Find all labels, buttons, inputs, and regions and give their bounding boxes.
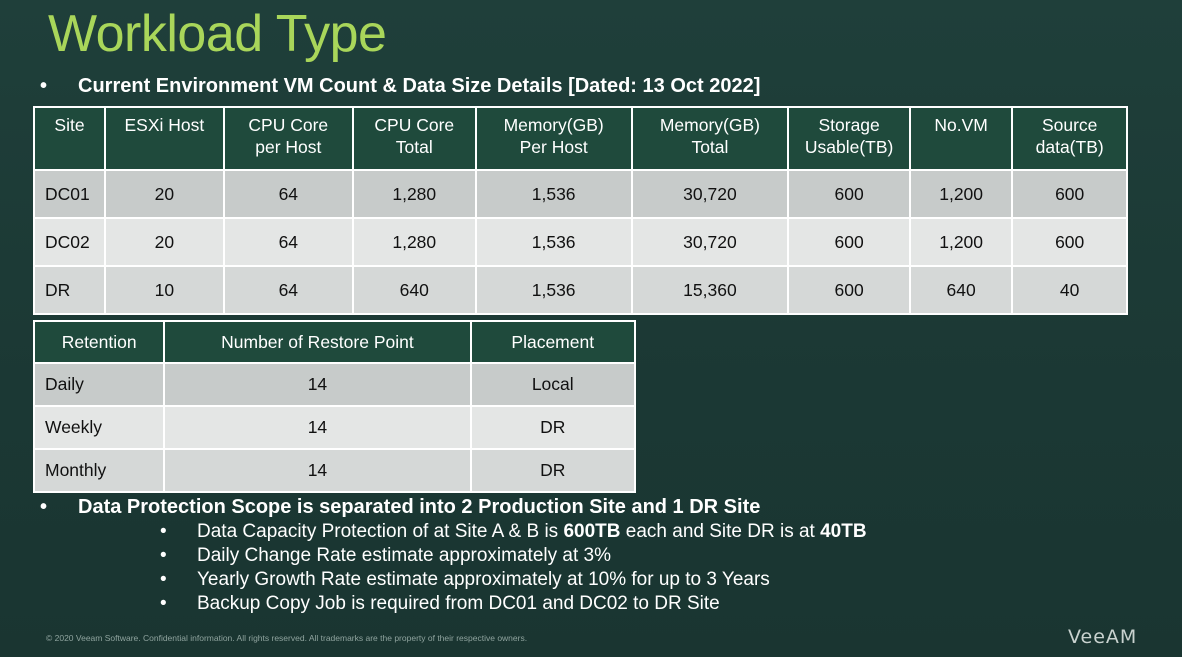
table-cell: 20: [103, 217, 225, 267]
table-cell: 64: [222, 217, 354, 267]
table-header-row: Retention Number of Restore Point Placemen…: [32, 320, 637, 364]
table-cell: 10: [103, 265, 225, 315]
table-cell: 64: [222, 265, 354, 315]
table-cell: 640: [908, 265, 1014, 315]
slide-title: Workload Type: [48, 5, 387, 63]
table-cell: 20: [103, 169, 225, 219]
table-cell: 600: [1011, 169, 1128, 219]
dr-capacity-value: 40TB: [820, 521, 867, 542]
table-row: DC02 20 64 1,280 1,536 30,720 600 1,200 600: [33, 217, 1128, 267]
list-item: • Daily Change Rate estimate approximatel…: [160, 544, 867, 568]
table-cell: 640: [351, 265, 477, 315]
table-cell: 1,200: [908, 217, 1014, 267]
table-cell: 15,360: [630, 265, 790, 315]
table-cell: DR: [469, 405, 637, 450]
bullet: •: [160, 545, 167, 566]
bullet: •: [160, 593, 167, 614]
scope-heading-text: Data Protection Scope is separated into …: [78, 496, 761, 518]
bullet: •: [40, 75, 48, 97]
column-header-line: Per Host: [519, 137, 588, 157]
column-header-line: ESXi Host: [124, 115, 205, 135]
environment-table: Site ESXi Host CPU Core per Host CPU Core Tot…: [33, 106, 1128, 315]
column-header-line: Total: [395, 137, 433, 157]
column-header-line: per Host: [255, 137, 322, 157]
table-cell: 1,280: [351, 169, 477, 219]
column-header-line: No.VM: [934, 115, 988, 135]
column-header-line: Site: [54, 115, 85, 135]
table-row: Monthly 14 DR: [32, 448, 637, 493]
column-header: Memory(GB) Per Host: [474, 106, 633, 171]
column-header: Source data(TB): [1011, 106, 1128, 171]
table-row: Daily 14 Local: [32, 362, 637, 407]
column-header-line: Memory(GB): [503, 115, 604, 135]
column-header-line: Source: [1041, 115, 1098, 135]
table-cell: 14: [163, 405, 472, 450]
table-cell: 1,200: [908, 169, 1014, 219]
table-cell: 14: [163, 362, 472, 407]
scope-heading: • Data Protection Scope is separated into…: [40, 496, 760, 519]
table-cell: 30,720: [630, 217, 790, 267]
table-cell: DR: [33, 265, 106, 315]
copyright-footer: © 2020 Veeam Software. Confidential info…: [46, 633, 528, 643]
column-header-line: Usable(TB): [804, 137, 894, 157]
table-cell: 1,536: [474, 265, 633, 315]
table-cell: 600: [787, 169, 911, 219]
table-cell: 1,536: [474, 217, 633, 267]
table-cell: DR: [469, 448, 637, 493]
list-item-text: Data Capacity Protection of at Site A & …: [197, 521, 564, 542]
environment-heading: • Current Environment VM Count & Data Siz…: [40, 75, 760, 98]
table-row: DC01 20 64 1,280 1,536 30,720 600 1,200 600: [33, 169, 1128, 219]
retention-table: Retention Number of Restore Point Placemen…: [32, 320, 637, 493]
bullet: •: [160, 569, 167, 590]
table-row: DR 10 64 640 1,536 15,360 600 640 40: [33, 265, 1128, 315]
column-header: Placement: [469, 320, 637, 364]
capacity-value: 600TB: [563, 521, 621, 542]
list-item-text: Yearly Growth Rate estimate approximatel…: [197, 569, 770, 590]
veeam-logo: VeeAM: [1068, 626, 1138, 648]
column-header: ESXi Host: [103, 106, 225, 171]
table-cell: 1,280: [351, 217, 477, 267]
list-item-text: Backup Copy Job is required from DC01 an…: [197, 593, 720, 614]
column-header-line: Memory(GB): [659, 115, 760, 135]
list-item-text: Daily Change Rate estimate approximately…: [197, 545, 611, 566]
list-item: • Data Capacity Protection of at Site A &…: [160, 520, 867, 544]
scope-list: • Data Capacity Protection of at Site A &…: [160, 520, 867, 616]
table-cell: DC01: [33, 169, 106, 219]
table-cell: 600: [787, 217, 911, 267]
table-cell: 14: [163, 448, 472, 493]
column-header: CPU Core Total: [351, 106, 477, 171]
table-cell: 600: [787, 265, 911, 315]
column-header: CPU Core per Host: [222, 106, 354, 171]
column-header-line: Storage: [818, 115, 880, 135]
list-item-text: each and Site DR is at: [620, 521, 821, 542]
list-item: • Yearly Growth Rate estimate approximate…: [160, 568, 867, 592]
table-cell: 64: [222, 169, 354, 219]
table-cell: 600: [1011, 217, 1128, 267]
column-header-line: CPU Core: [248, 115, 329, 135]
column-header: No.VM: [908, 106, 1014, 171]
column-header-line: data(TB): [1035, 137, 1104, 157]
table-cell: 40: [1011, 265, 1128, 315]
column-header: Memory(GB) Total: [630, 106, 790, 171]
column-header: Storage Usable(TB): [787, 106, 911, 171]
list-item: • Backup Copy Job is required from DC01 a…: [160, 592, 867, 616]
column-header: Site: [33, 106, 106, 171]
table-cell: Monthly: [32, 448, 166, 493]
table-row: Weekly 14 DR: [32, 405, 637, 450]
table-cell: DC02: [33, 217, 106, 267]
environment-heading-text: Current Environment VM Count & Data Size…: [78, 75, 761, 97]
table-cell: 1,536: [474, 169, 633, 219]
table-cell: Daily: [32, 362, 166, 407]
column-header: Retention: [32, 320, 166, 364]
column-header-line: Total: [691, 137, 729, 157]
table-cell: 30,720: [630, 169, 790, 219]
table-header-row: Site ESXi Host CPU Core per Host CPU Core Tot…: [33, 106, 1128, 171]
column-header-line: CPU Core: [374, 115, 455, 135]
table-cell: Weekly: [32, 405, 166, 450]
column-header: Number of Restore Point: [163, 320, 472, 364]
table-cell: Local: [469, 362, 637, 407]
bullet: •: [40, 496, 48, 518]
bullet: •: [160, 521, 167, 542]
